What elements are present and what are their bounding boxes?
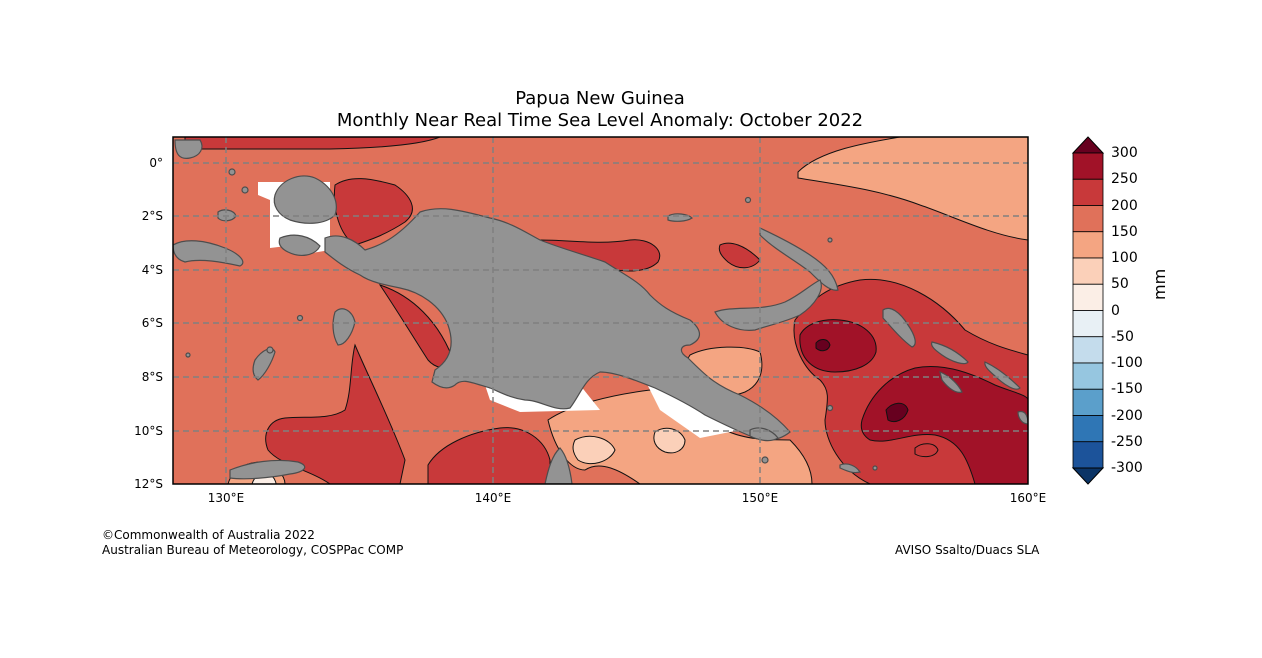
solomon-islands-land-b — [984, 361, 1021, 390]
new-britain-land — [714, 279, 822, 331]
solomon-islands-land-a — [930, 341, 969, 365]
colorbar-tick-label: 100 — [1111, 250, 1138, 266]
colorbar-tick-label: -50 — [1111, 328, 1134, 345]
new-ireland-land — [759, 227, 839, 291]
contour-200-250-islet — [914, 443, 939, 458]
contour-250-300-solomon-north — [799, 319, 877, 373]
map-plot-area — [173, 137, 1028, 484]
colorbar-tick-label: 250 — [1111, 171, 1138, 188]
colorbar-swatch — [1072, 336, 1104, 364]
colorbar-tick-label: 200 — [1111, 197, 1138, 214]
lat-tick-label: 4°S — [141, 263, 163, 277]
colorbar-swatch — [1072, 441, 1104, 469]
islet — [761, 456, 769, 464]
islet — [872, 465, 878, 471]
lat-tick-label: 2°S — [141, 209, 163, 223]
colorbar-swatch — [1072, 388, 1104, 416]
lat-tick-label: 6°S — [141, 316, 163, 330]
colorbar-unit-label: mm — [1150, 268, 1169, 300]
land-masses — [173, 139, 1028, 484]
colorbar-tick-label: -250 — [1111, 433, 1143, 450]
solomon-islands-land-d — [1017, 410, 1028, 425]
colorbar-swatch — [1072, 205, 1104, 233]
colorbar-tick-label: -300 — [1111, 460, 1143, 476]
colorbar-tick-label: -150 — [1111, 381, 1143, 398]
colorbar-swatch — [1072, 362, 1104, 390]
islet — [185, 352, 191, 358]
lat-tick-label: 8°S — [141, 370, 163, 384]
contour-200-250-coral-sea-west — [427, 427, 551, 484]
lon-tick-label: 140°E — [474, 491, 512, 505]
colorbar-tick-label: 150 — [1111, 223, 1138, 240]
colorbar-tick-label: 50 — [1111, 276, 1129, 293]
data-source-text: AVISO Ssalto/Duacs SLA — [895, 543, 1040, 557]
agency-text: Australian Bureau of Meteorology, COSPPa… — [102, 543, 404, 557]
lat-tick-label: 10°S — [134, 424, 163, 438]
colorbar-tick-label: -200 — [1111, 407, 1143, 424]
copyright-text: ©Commonwealth of Australia 2022 — [102, 528, 315, 542]
timor-land — [229, 459, 306, 480]
colorbar-extend-top — [1071, 136, 1105, 154]
map-title: Papua New Guinea — [515, 88, 685, 109]
islet — [744, 196, 752, 204]
islet — [241, 186, 249, 194]
contour-200-250-north-strip — [184, 137, 441, 150]
colorbar — [1071, 136, 1105, 485]
contour-100-150-south-b — [572, 435, 616, 465]
lat-tick-label: 0° — [149, 156, 163, 170]
bomberai-land — [278, 234, 321, 256]
contour-100-150-south-a — [653, 427, 686, 454]
map-subtitle: Monthly Near Real Time Sea Level Anomaly… — [336, 110, 864, 131]
colorbar-swatch — [1072, 178, 1104, 206]
colorbar-swatch — [1072, 415, 1104, 443]
lon-tick-label: 150°E — [741, 491, 779, 505]
bougainville-land — [882, 307, 916, 348]
islet — [228, 168, 236, 176]
cape-york-land — [544, 447, 573, 484]
colorbar-tick-label: 0 — [1111, 302, 1120, 319]
lon-tick-label: 160°E — [1009, 491, 1047, 505]
map-frame — [172, 136, 1029, 485]
colorbar-swatch — [1072, 257, 1104, 285]
colorbar-tick-label: -100 — [1111, 355, 1143, 371]
contour-250-300-solomon-south — [860, 366, 1028, 484]
colorbar-extend-bottom — [1071, 467, 1105, 485]
graticule — [173, 137, 1028, 484]
contour-300-plus-a — [815, 339, 831, 352]
halmahera-land — [174, 139, 203, 160]
colorbar-swatch — [1072, 310, 1104, 338]
islet — [826, 404, 834, 412]
colorbar-swatch — [1072, 283, 1104, 311]
contour-200-250-bismarck — [718, 242, 761, 269]
contour-200-250-cenderawasih — [333, 178, 413, 246]
louisiade-land — [839, 463, 861, 474]
lon-tick-label: 130°E — [207, 491, 245, 505]
islet — [827, 237, 833, 243]
islet — [266, 346, 274, 354]
islet — [296, 314, 304, 322]
birds-head-land — [273, 175, 337, 224]
lat-tick-label: 12°S — [134, 477, 163, 491]
colorbar-swatch — [1072, 152, 1104, 180]
aru-islands-land — [332, 308, 356, 346]
colorbar-swatch — [1072, 231, 1104, 259]
contour-300-plus-b — [885, 402, 909, 423]
contour-200-250-arafura — [265, 343, 406, 484]
colorbar-tick-label: 300 — [1111, 145, 1138, 161]
